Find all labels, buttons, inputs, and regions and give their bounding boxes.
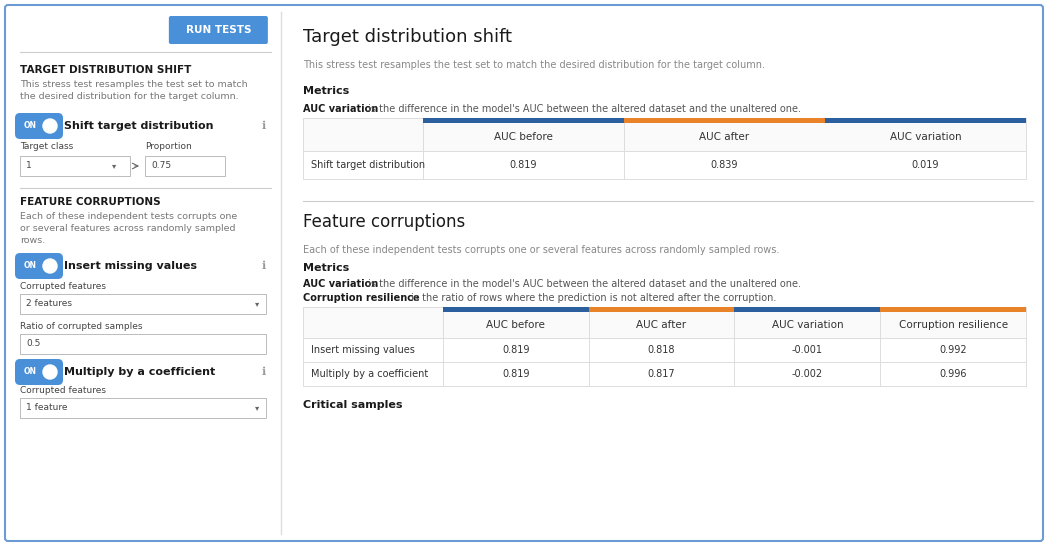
Text: Corrupted features: Corrupted features bbox=[20, 386, 106, 395]
Text: AUC variation: AUC variation bbox=[303, 104, 378, 114]
Text: Feature corruptions: Feature corruptions bbox=[303, 213, 465, 231]
Text: Shift target distribution: Shift target distribution bbox=[311, 160, 425, 170]
FancyBboxPatch shape bbox=[589, 307, 735, 312]
Text: Insert missing values: Insert missing values bbox=[311, 345, 415, 355]
FancyBboxPatch shape bbox=[422, 118, 624, 123]
Text: 0.819: 0.819 bbox=[502, 369, 529, 379]
Text: 0.75: 0.75 bbox=[151, 162, 171, 170]
Text: ▾: ▾ bbox=[112, 162, 116, 170]
Text: Each of these independent tests corrupts one or several features across randomly: Each of these independent tests corrupts… bbox=[303, 245, 780, 255]
FancyBboxPatch shape bbox=[825, 118, 1026, 123]
FancyBboxPatch shape bbox=[20, 156, 130, 176]
Text: Each of these independent tests corrupts one
or several features across randomly: Each of these independent tests corrupts… bbox=[20, 212, 237, 245]
Text: Metrics: Metrics bbox=[303, 263, 349, 273]
Text: Multiply by a coefficient: Multiply by a coefficient bbox=[64, 367, 215, 377]
Text: 0.818: 0.818 bbox=[648, 345, 675, 355]
Text: ℹ: ℹ bbox=[262, 121, 266, 131]
Text: is the ratio of rows where the prediction is not altered after the corruption.: is the ratio of rows where the predictio… bbox=[408, 293, 777, 303]
Text: RUN TESTS: RUN TESTS bbox=[185, 25, 252, 35]
Text: AUC variation: AUC variation bbox=[890, 132, 961, 142]
Text: Corruption resilience: Corruption resilience bbox=[898, 320, 1008, 330]
Text: Target class: Target class bbox=[20, 142, 73, 151]
Text: 0.819: 0.819 bbox=[509, 160, 538, 170]
FancyBboxPatch shape bbox=[5, 5, 1043, 541]
FancyBboxPatch shape bbox=[15, 359, 63, 385]
Text: 2 features: 2 features bbox=[26, 300, 72, 308]
FancyBboxPatch shape bbox=[303, 118, 1026, 151]
FancyBboxPatch shape bbox=[303, 307, 1026, 338]
FancyBboxPatch shape bbox=[735, 307, 880, 312]
Text: ℹ: ℹ bbox=[262, 261, 266, 271]
FancyBboxPatch shape bbox=[880, 307, 1026, 312]
Circle shape bbox=[43, 365, 57, 379]
Text: ▾: ▾ bbox=[255, 403, 259, 412]
Text: ▾: ▾ bbox=[255, 300, 259, 308]
FancyBboxPatch shape bbox=[15, 113, 63, 139]
Text: ℹ: ℹ bbox=[262, 367, 266, 377]
Circle shape bbox=[43, 259, 57, 273]
Text: 0.019: 0.019 bbox=[912, 160, 939, 170]
Text: TARGET DISTRIBUTION SHIFT: TARGET DISTRIBUTION SHIFT bbox=[20, 65, 192, 75]
Text: Proportion: Proportion bbox=[145, 142, 192, 151]
Text: AUC before: AUC before bbox=[494, 132, 553, 142]
Text: Target distribution shift: Target distribution shift bbox=[303, 28, 511, 46]
FancyBboxPatch shape bbox=[20, 334, 266, 354]
Text: This stress test resamples the test set to match the desired distribution for th: This stress test resamples the test set … bbox=[303, 60, 765, 70]
FancyBboxPatch shape bbox=[624, 118, 825, 123]
Text: AUC variation: AUC variation bbox=[303, 279, 378, 289]
FancyBboxPatch shape bbox=[20, 294, 266, 314]
Text: Corrupted features: Corrupted features bbox=[20, 282, 106, 291]
Text: This stress test resamples the test set to match
the desired distribution for th: This stress test resamples the test set … bbox=[20, 80, 247, 101]
FancyBboxPatch shape bbox=[443, 307, 589, 312]
FancyBboxPatch shape bbox=[20, 398, 266, 418]
Text: ON: ON bbox=[23, 367, 37, 377]
Text: 0.839: 0.839 bbox=[711, 160, 738, 170]
Text: FEATURE CORRUPTIONS: FEATURE CORRUPTIONS bbox=[20, 197, 160, 207]
Text: 1: 1 bbox=[26, 162, 31, 170]
Text: Ratio of corrupted samples: Ratio of corrupted samples bbox=[20, 322, 143, 331]
Text: 0.819: 0.819 bbox=[502, 345, 529, 355]
FancyBboxPatch shape bbox=[169, 16, 268, 44]
Text: Metrics: Metrics bbox=[303, 86, 349, 96]
Circle shape bbox=[43, 119, 57, 133]
Text: ON: ON bbox=[23, 262, 37, 270]
Text: Corruption resilience: Corruption resilience bbox=[303, 293, 419, 303]
Text: 0.5: 0.5 bbox=[26, 340, 41, 348]
Text: AUC after: AUC after bbox=[636, 320, 686, 330]
Text: is the difference in the model's AUC between the altered dataset and the unalter: is the difference in the model's AUC bet… bbox=[365, 104, 801, 114]
Text: Multiply by a coefficient: Multiply by a coefficient bbox=[311, 369, 429, 379]
Text: 0.817: 0.817 bbox=[648, 369, 675, 379]
Text: ON: ON bbox=[23, 122, 37, 130]
Text: Insert missing values: Insert missing values bbox=[64, 261, 197, 271]
Text: 0.996: 0.996 bbox=[939, 369, 967, 379]
Text: Shift target distribution: Shift target distribution bbox=[64, 121, 214, 131]
Text: -0.002: -0.002 bbox=[791, 369, 823, 379]
Text: AUC after: AUC after bbox=[699, 132, 749, 142]
Text: 0.992: 0.992 bbox=[939, 345, 967, 355]
Text: is the difference in the model's AUC between the altered dataset and the unalter: is the difference in the model's AUC bet… bbox=[365, 279, 801, 289]
Text: AUC before: AUC before bbox=[486, 320, 545, 330]
FancyBboxPatch shape bbox=[15, 253, 63, 279]
Text: AUC variation: AUC variation bbox=[771, 320, 844, 330]
Text: Critical samples: Critical samples bbox=[303, 400, 402, 410]
FancyBboxPatch shape bbox=[145, 156, 225, 176]
Text: 1 feature: 1 feature bbox=[26, 403, 67, 412]
Text: -0.001: -0.001 bbox=[792, 345, 823, 355]
